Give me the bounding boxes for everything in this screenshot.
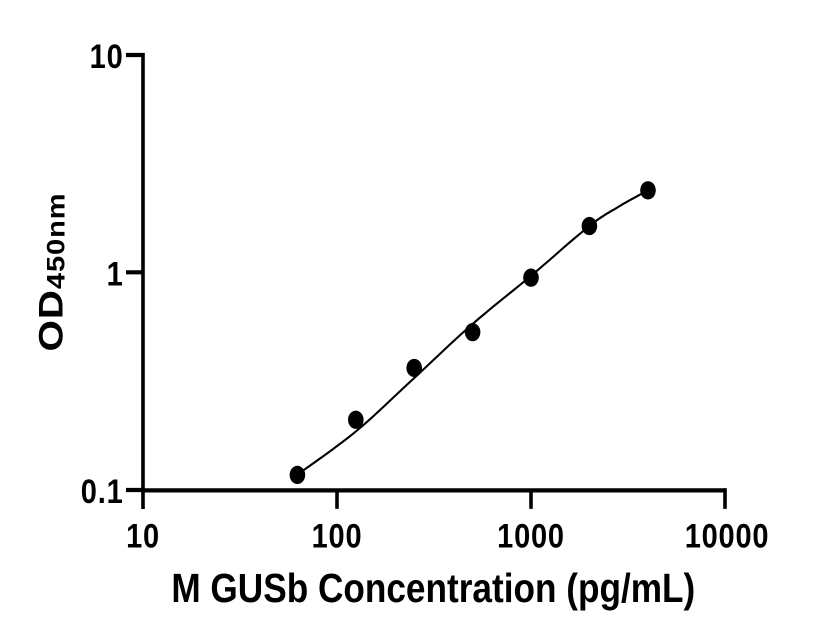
svg-text:OD450nm: OD450nm (31, 193, 70, 352)
svg-text:1: 1 (107, 254, 124, 293)
svg-text:10: 10 (126, 516, 160, 555)
svg-text:M GUSb Concentration (pg/mL): M GUSb Concentration (pg/mL) (171, 566, 695, 612)
svg-text:1000: 1000 (497, 516, 565, 555)
svg-text:0.1: 0.1 (81, 472, 124, 511)
svg-text:10: 10 (90, 37, 124, 76)
svg-text:100: 100 (312, 516, 363, 555)
svg-text:10000: 10000 (685, 516, 770, 555)
